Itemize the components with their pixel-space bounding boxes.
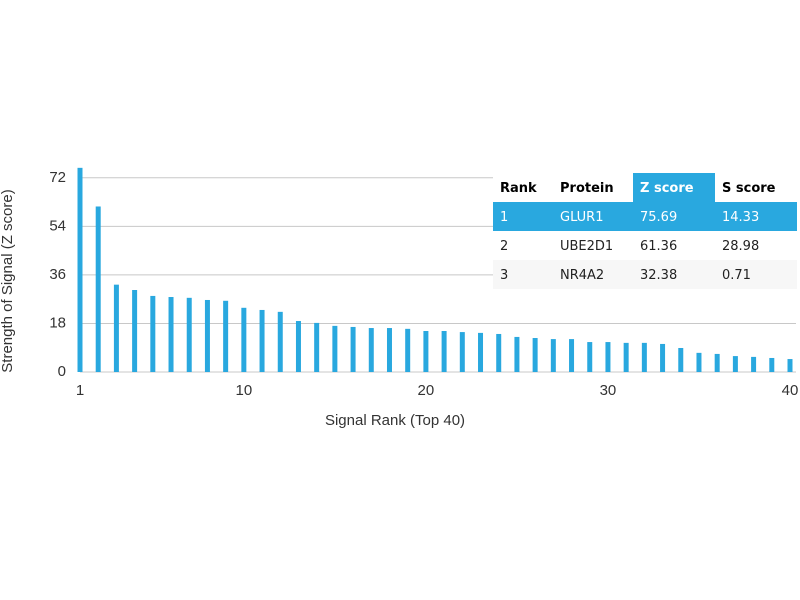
- bar: [751, 356, 757, 372]
- bar: [587, 342, 593, 372]
- bar: [77, 167, 83, 372]
- table-cell: 75.69: [640, 210, 677, 225]
- x-axis-label: Signal Rank (Top 40): [325, 412, 465, 429]
- bar: [204, 299, 210, 372]
- y-tick-label: 72: [49, 169, 66, 186]
- column-header: Rank: [500, 181, 537, 196]
- bar: [350, 326, 356, 372]
- table-cell: NR4A2: [560, 268, 604, 283]
- y-tick-label: 36: [49, 266, 66, 283]
- bar: [132, 290, 138, 372]
- bar: [186, 297, 192, 372]
- table-cell: 61.36: [640, 239, 677, 254]
- table-cell: 2: [500, 239, 508, 254]
- bar: [386, 328, 392, 372]
- bar: [459, 332, 465, 372]
- bar: [714, 353, 720, 372]
- bar: [496, 333, 502, 372]
- table-cell: 0.71: [722, 268, 751, 283]
- bar: [405, 328, 411, 372]
- bar: [787, 359, 793, 372]
- bar: [678, 347, 684, 372]
- table-cell: GLUR1: [560, 210, 604, 225]
- table-cell: UBE2D1: [560, 239, 613, 254]
- bar: [241, 307, 247, 372]
- y-tick-label: 18: [49, 314, 66, 331]
- bar: [441, 331, 447, 372]
- bar: [259, 309, 265, 372]
- bar: [696, 352, 702, 372]
- table-cell: 32.38: [640, 268, 677, 283]
- y-tick-label: 0: [58, 363, 66, 380]
- table-row: [493, 260, 797, 289]
- x-tick-label: 1: [76, 382, 84, 399]
- bar: [641, 342, 647, 372]
- column-header: S score: [722, 181, 776, 196]
- table-row: [493, 231, 797, 260]
- column-header: Z score: [640, 181, 694, 196]
- bar: [550, 339, 556, 372]
- y-axis-label: Strength of Signal (Z score): [0, 189, 16, 372]
- bar: [769, 357, 775, 372]
- bar: [569, 339, 575, 372]
- table-cell: 28.98: [722, 239, 759, 254]
- x-tick-label: 40: [782, 382, 799, 399]
- bar: [623, 342, 629, 372]
- bar: [478, 332, 484, 372]
- bar: [277, 311, 283, 372]
- bar: [514, 336, 520, 372]
- x-tick-label: 20: [418, 382, 435, 399]
- x-tick-label: 30: [600, 382, 617, 399]
- column-header: Protein: [560, 181, 614, 196]
- bar: [732, 356, 738, 372]
- bar: [150, 295, 156, 372]
- bar: [314, 322, 320, 372]
- x-tick-label: 10: [236, 382, 253, 399]
- bar: [660, 343, 666, 372]
- bar: [532, 338, 538, 372]
- bar: [368, 328, 374, 372]
- table-cell: 3: [500, 268, 508, 283]
- bar: [223, 300, 229, 372]
- bar: [95, 206, 101, 372]
- table-cell: 1: [500, 210, 508, 225]
- table-row: [493, 202, 797, 231]
- bar: [168, 297, 174, 372]
- bar: [295, 321, 301, 372]
- bar: [423, 331, 429, 372]
- bar: [332, 325, 338, 372]
- table-cell: 14.33: [722, 210, 759, 225]
- bar: [605, 342, 611, 372]
- y-tick-label: 54: [49, 217, 66, 234]
- bar: [113, 284, 119, 372]
- header-highlight: [633, 173, 715, 202]
- table: Rank Protein Z score S score 1 GLUR1 75.69 14.3…: [493, 173, 797, 289]
